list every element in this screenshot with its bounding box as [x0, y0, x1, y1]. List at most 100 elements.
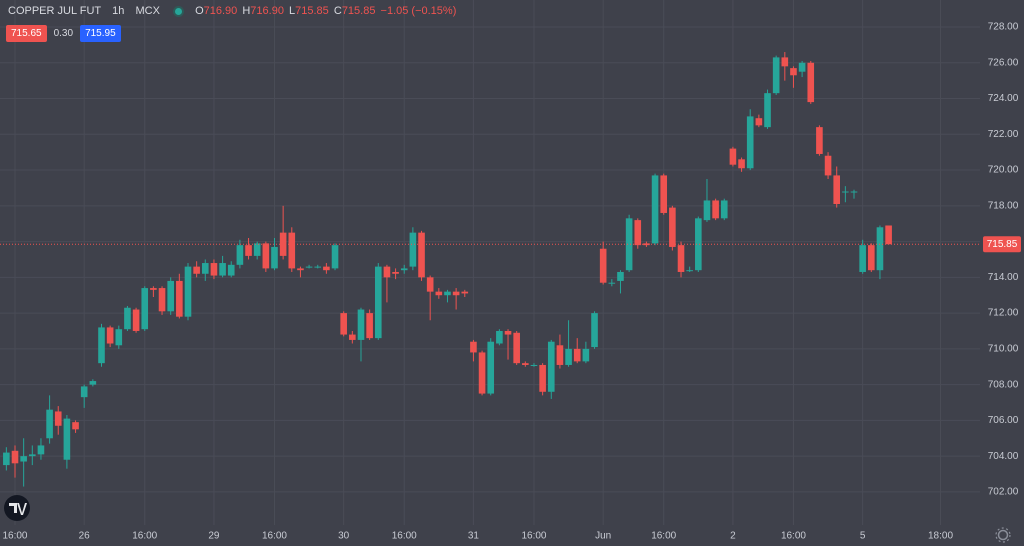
y-tick-label: 720.00 — [988, 165, 1019, 176]
candle-body — [470, 341, 477, 353]
y-tick-label: 726.00 — [988, 57, 1019, 68]
candles — [3, 52, 892, 487]
last-price-box — [983, 236, 1021, 253]
candle-body — [876, 227, 884, 271]
candle-body — [599, 248, 607, 283]
candle-body — [98, 327, 105, 364]
candle-body — [625, 218, 633, 271]
tradingview-logo[interactable] — [4, 495, 30, 521]
candle-body — [772, 57, 780, 94]
x-tick-label: 16:00 — [2, 531, 27, 542]
candle-body — [54, 411, 62, 426]
low-key: L — [289, 5, 296, 17]
candle-body — [409, 232, 417, 267]
high-key: H — [242, 5, 251, 17]
candle-body — [435, 291, 443, 296]
candle-body — [582, 348, 590, 362]
symbol[interactable]: COPPER JUL FUT — [8, 5, 102, 17]
candle-body — [288, 232, 296, 269]
candle-body — [496, 330, 503, 344]
candle-body — [643, 243, 650, 246]
candle-body — [366, 313, 373, 339]
candle-body — [539, 364, 546, 392]
x-tick-label: 2 — [730, 531, 736, 542]
candle-body — [591, 313, 598, 348]
candle-body — [158, 288, 166, 312]
candle-body — [176, 280, 183, 317]
candle-body — [340, 313, 347, 335]
candle-body — [686, 270, 693, 272]
candle-body — [807, 62, 815, 103]
candle-body — [253, 243, 261, 256]
candle-body — [764, 93, 771, 128]
candle-body — [115, 329, 123, 346]
candle-body — [400, 268, 408, 271]
change: −1.05 (−0.15%) — [380, 5, 457, 17]
candle-body — [262, 243, 270, 269]
market-status[interactable] — [175, 7, 182, 15]
candle-body — [660, 175, 668, 213]
candle-body — [859, 245, 866, 272]
settings-gear[interactable] — [995, 527, 1011, 543]
candle-body — [3, 452, 10, 466]
open-value: 716.90 — [203, 5, 238, 17]
high-value: 716.90 — [250, 5, 284, 17]
candle-body — [790, 68, 797, 76]
y-tick-label: 712.00 — [988, 308, 1019, 319]
candle-body — [245, 245, 252, 256]
candle-body — [426, 277, 434, 292]
x-tick-label: 16:00 — [132, 531, 157, 542]
candle-body — [712, 200, 719, 219]
candle-body — [513, 332, 520, 364]
ask-button[interactable]: 715.95 — [80, 25, 121, 42]
candle-body — [11, 450, 19, 464]
x-tick-label: 16:00 — [781, 531, 806, 542]
candle-body — [46, 409, 53, 439]
candle-body — [833, 175, 841, 205]
candle-body — [677, 245, 685, 272]
interval[interactable]: 1h — [112, 5, 125, 17]
candle-body — [573, 348, 581, 362]
bid-button[interactable]: 715.65 — [6, 25, 47, 42]
candle-body — [444, 291, 451, 296]
candle-body — [297, 268, 304, 271]
candle-body — [461, 291, 469, 294]
candle-body — [72, 422, 79, 430]
candle-body — [141, 288, 149, 330]
candle-body — [219, 263, 226, 276]
candle-body — [547, 341, 555, 392]
x-tick-label: 16:00 — [392, 531, 417, 542]
x-tick-label: 16:00 — [262, 531, 287, 542]
open-key: O — [195, 5, 204, 17]
candle-body — [617, 271, 624, 281]
candle-body — [842, 191, 849, 193]
y-tick-label: 714.00 — [988, 272, 1019, 283]
candle-body — [227, 264, 235, 276]
candle-body — [729, 148, 737, 165]
candle-body — [210, 263, 218, 276]
candle-body — [504, 330, 512, 335]
candle-body — [651, 175, 659, 244]
candle-body — [193, 266, 200, 274]
legend: COPPER JUL FUT 1h MCX O716.90 H716.90 L7… — [8, 5, 458, 17]
candle-body — [608, 282, 616, 284]
candle-body — [885, 225, 892, 245]
y-tick-label: 722.00 — [988, 129, 1019, 140]
y-tick-label: 706.00 — [988, 415, 1019, 426]
candle-body — [80, 386, 88, 398]
candle-body — [37, 445, 45, 455]
y-tick-label: 702.00 — [988, 487, 1019, 498]
candle-body — [271, 246, 278, 269]
candle-body — [452, 291, 460, 296]
candle-body — [20, 456, 27, 462]
x-tick-label: 18:00 — [928, 531, 953, 542]
y-tick-label: 724.00 — [988, 93, 1019, 104]
candle-body — [755, 118, 763, 126]
candle-body — [132, 309, 140, 331]
candle-body — [868, 245, 875, 271]
candle-body — [357, 309, 365, 340]
x-tick-label: 29 — [208, 531, 220, 542]
candle-body — [89, 381, 97, 385]
candle-body — [781, 57, 789, 67]
